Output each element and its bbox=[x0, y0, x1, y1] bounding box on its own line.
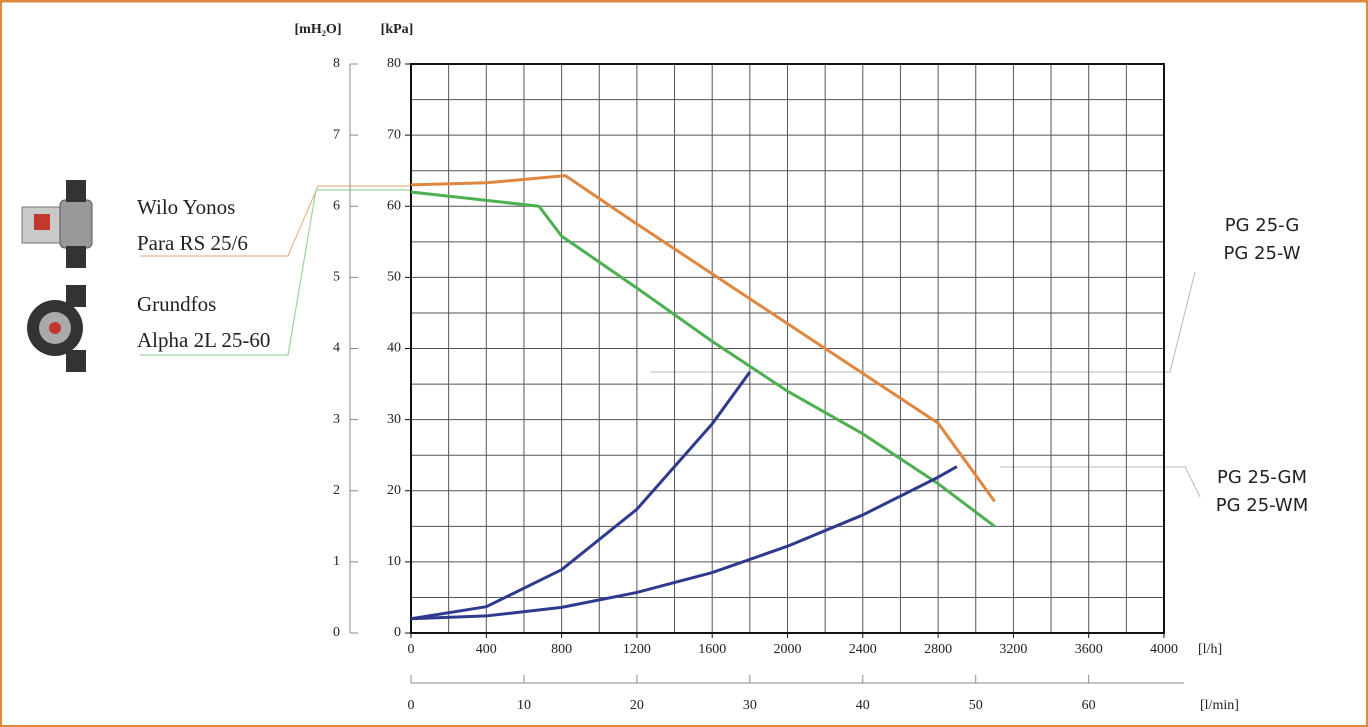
x-tick-label: 1600 bbox=[698, 642, 726, 657]
x-tick-label: 2800 bbox=[924, 642, 952, 657]
x2-tick-label: 30 bbox=[743, 698, 757, 713]
x-tick-label: 800 bbox=[551, 642, 572, 657]
pump-icon-wilo bbox=[21, 180, 93, 268]
y-tick-label: 30 bbox=[387, 412, 401, 427]
leader-line bbox=[140, 185, 411, 257]
x-tick-label: 4000 bbox=[1150, 642, 1178, 657]
curve-label: PG 25-W bbox=[1224, 243, 1301, 264]
pump-icon-grundfos bbox=[27, 285, 86, 372]
x2-tick-label: 40 bbox=[856, 698, 870, 713]
y2-tick-label: 1 bbox=[333, 554, 340, 569]
legend-label: Wilo Yonos bbox=[137, 195, 235, 219]
y-tick-label: 50 bbox=[387, 270, 401, 285]
leader-line bbox=[140, 189, 411, 356]
y-tick-label: 70 bbox=[387, 127, 401, 142]
y-tick-label: 20 bbox=[387, 483, 401, 498]
curve bbox=[410, 190, 996, 528]
y-tick-label: 0 bbox=[394, 625, 401, 640]
y2-tick-label: 4 bbox=[333, 341, 340, 356]
y2-tick-label: 5 bbox=[333, 270, 340, 285]
curve-label: PG 25-GM bbox=[1217, 467, 1307, 488]
y-tick-label: 40 bbox=[387, 341, 401, 356]
legend-label: Grundfos bbox=[137, 292, 216, 316]
y2-tick-label: 7 bbox=[333, 127, 340, 142]
x-tick-label: 3600 bbox=[1075, 642, 1103, 657]
x2-tick-label: 50 bbox=[969, 698, 983, 713]
curve bbox=[410, 465, 958, 621]
leader-line bbox=[650, 271, 1196, 373]
y2-tick-label: 8 bbox=[333, 56, 340, 71]
x-axis-label: [l/h] bbox=[1198, 642, 1222, 657]
curve-label: PG 25-WM bbox=[1216, 495, 1309, 516]
curve bbox=[410, 174, 996, 503]
curve-label: PG 25-G bbox=[1225, 215, 1300, 236]
x-tick-label: 3200 bbox=[999, 642, 1027, 657]
y-tick-label: 10 bbox=[387, 554, 401, 569]
y-tick-label: 60 bbox=[387, 198, 401, 213]
y2-tick-label: 6 bbox=[333, 198, 340, 213]
x2-tick-label: 60 bbox=[1082, 698, 1096, 713]
x2-tick-label: 20 bbox=[630, 698, 644, 713]
x-tick-label: 400 bbox=[476, 642, 497, 657]
x-tick-label: 2000 bbox=[774, 642, 802, 657]
y-axis-label: [kPa] bbox=[381, 22, 414, 37]
leader-line bbox=[1000, 466, 1201, 498]
x2-tick-label: 10 bbox=[517, 698, 531, 713]
legend-label: Alpha 2L 25-60 bbox=[137, 328, 270, 352]
y2-tick-label: 0 bbox=[333, 625, 340, 640]
x-tick-label: 1200 bbox=[623, 642, 651, 657]
y2-tick-label: 2 bbox=[333, 483, 340, 498]
y-tick-label: 80 bbox=[387, 56, 401, 71]
y2-axis-label: [mH₂O] bbox=[295, 22, 342, 37]
legend-label: Para RS 25/6 bbox=[137, 231, 248, 255]
curve bbox=[410, 371, 752, 621]
y2-tick-label: 3 bbox=[333, 412, 340, 427]
x2-tick-label: 0 bbox=[408, 698, 415, 713]
x-tick-label: 0 bbox=[408, 642, 415, 657]
x-tick-label: 2400 bbox=[849, 642, 877, 657]
x2-axis-label: [l/min] bbox=[1200, 698, 1239, 713]
